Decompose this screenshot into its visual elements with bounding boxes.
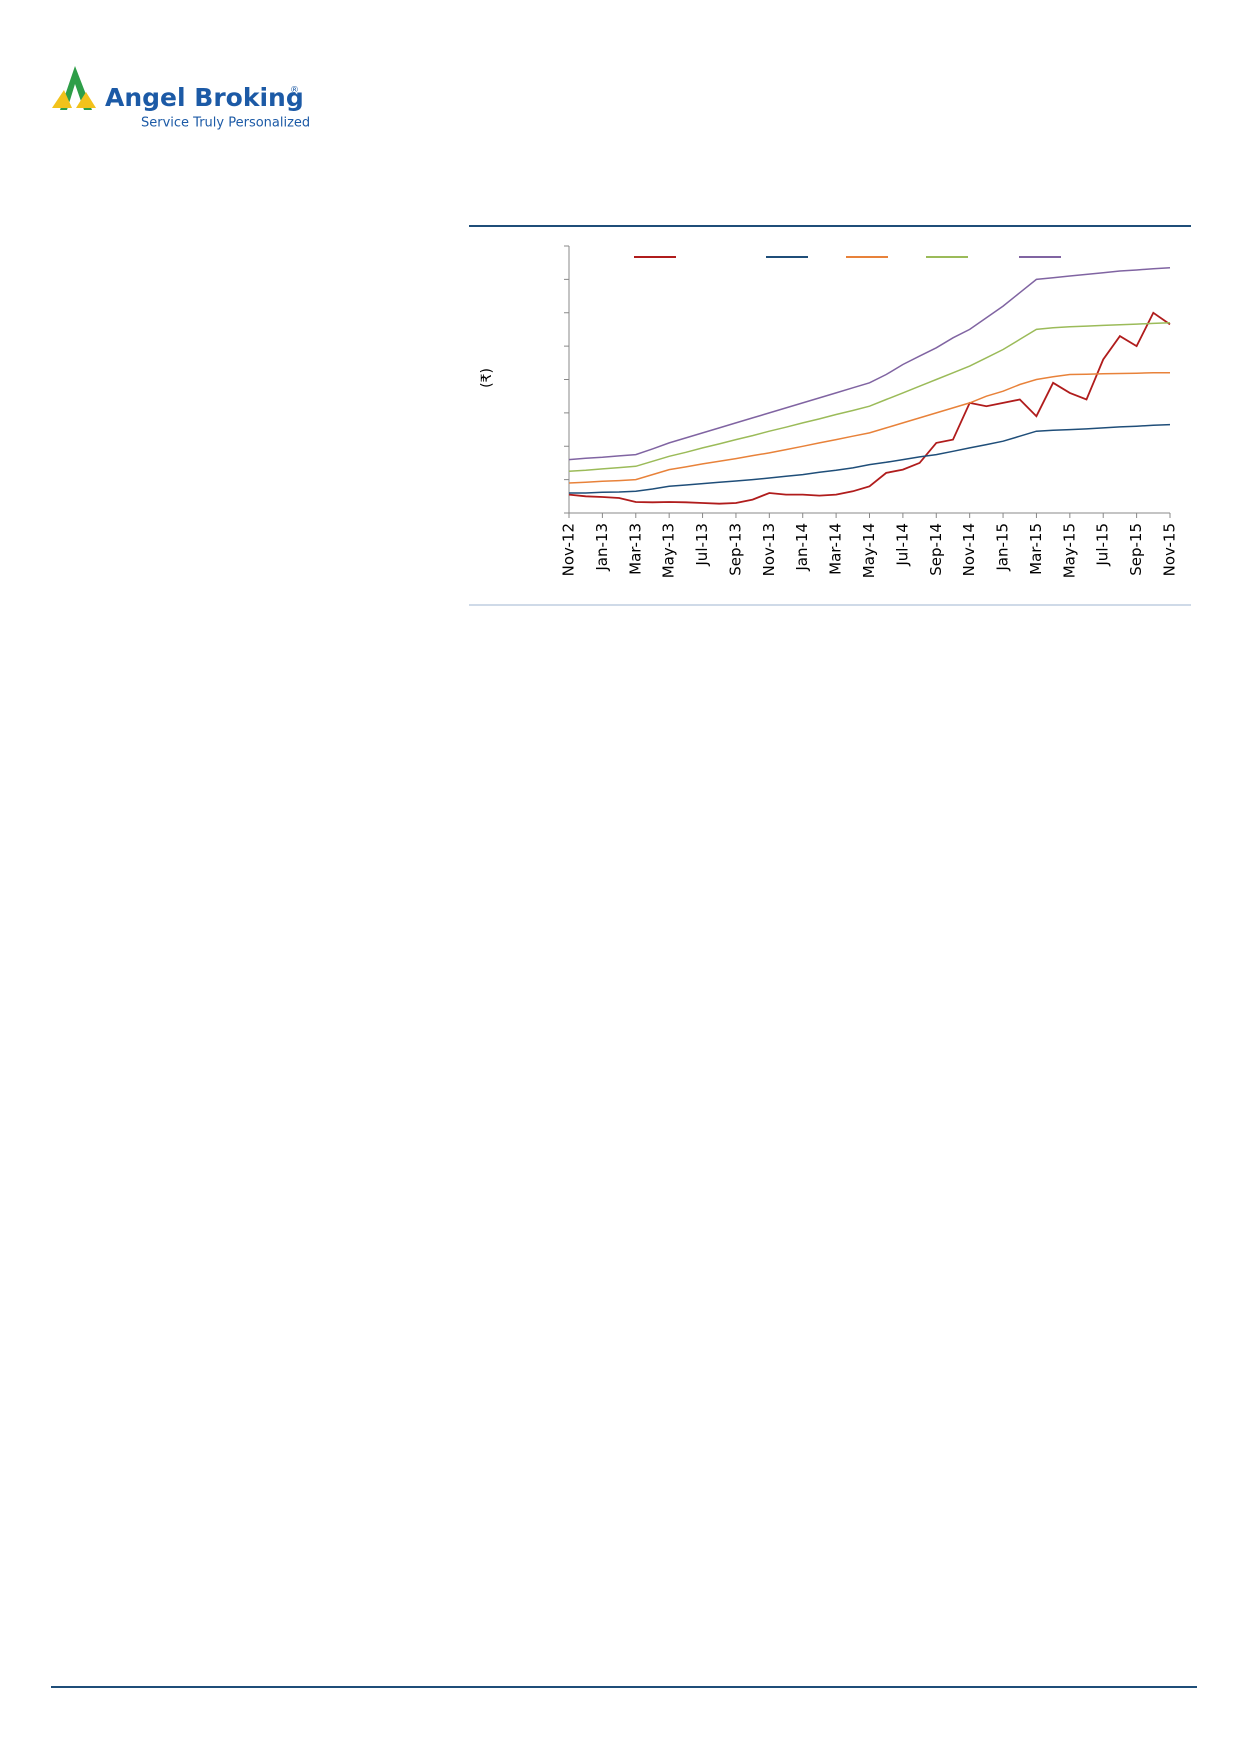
y-axis-label: (₹) <box>479 368 495 388</box>
x-tick-label: Sep-15 <box>1127 523 1145 576</box>
series-line <box>568 322 1171 473</box>
x-tick-label: May-14 <box>860 523 878 578</box>
logo: Angel Broking ® Service Truly Personaliz… <box>52 66 310 131</box>
tagline: Service Truly Personalized <box>141 116 310 131</box>
chart: (₹) Nov-12 Jan-13 Mar-13 May-13 Jul-13 Sep-13… <box>479 245 1179 578</box>
x-tick-label: May-13 <box>660 523 678 578</box>
logo-name: Angel Broking <box>105 83 304 112</box>
series-line <box>568 372 1170 484</box>
x-tick-label: Jan-15 <box>994 523 1012 572</box>
x-tick-label: Nov-15 <box>1161 523 1179 576</box>
x-tick-label: Jan-13 <box>593 523 611 572</box>
logo-icon <box>76 92 96 108</box>
x-tick-label: Mar-13 <box>626 523 644 575</box>
series-line <box>569 423 1171 494</box>
x-tick-label: Mar-14 <box>827 523 845 575</box>
x-tick-label: Mar-15 <box>1027 523 1045 575</box>
x-tick-label: Sep-14 <box>927 523 945 576</box>
x-tick-label: Jul-13 <box>693 523 711 567</box>
series-line <box>568 311 1171 505</box>
x-tick-label: Nov-13 <box>760 523 778 576</box>
x-tick-label: May-15 <box>1060 523 1078 578</box>
x-tick-label: Jul-15 <box>1094 523 1112 567</box>
series-line <box>568 266 1171 461</box>
x-tick-label: Sep-13 <box>726 523 744 576</box>
x-tick-label: Jan-14 <box>793 523 811 572</box>
x-tick-label: Nov-12 <box>560 523 578 576</box>
logo-mark: ® <box>290 86 299 96</box>
x-tick-label: Jul-14 <box>893 523 911 567</box>
logo-icon <box>52 90 72 108</box>
x-tick-label: Nov-14 <box>960 523 978 576</box>
